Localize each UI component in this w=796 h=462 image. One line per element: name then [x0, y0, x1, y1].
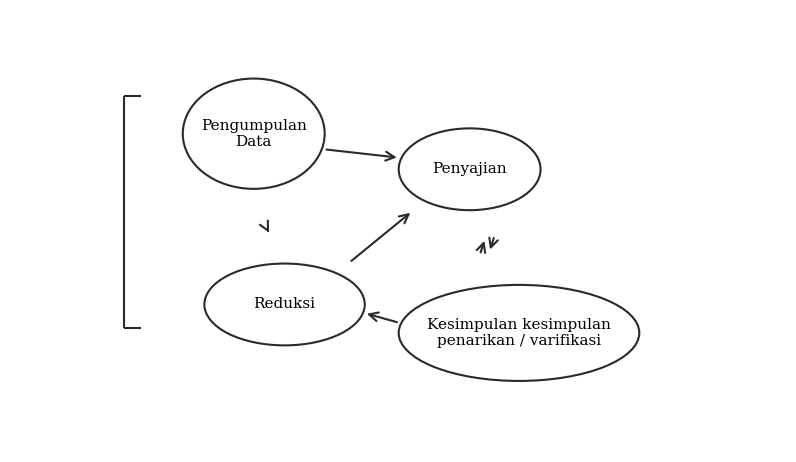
Text: Penyajian: Penyajian — [432, 162, 507, 176]
Text: Kesimpulan kesimpulan
penarikan / varifikasi: Kesimpulan kesimpulan penarikan / varifi… — [427, 318, 611, 348]
Text: Reduksi: Reduksi — [254, 298, 315, 311]
Text: Pengumpulan
Data: Pengumpulan Data — [201, 119, 306, 149]
